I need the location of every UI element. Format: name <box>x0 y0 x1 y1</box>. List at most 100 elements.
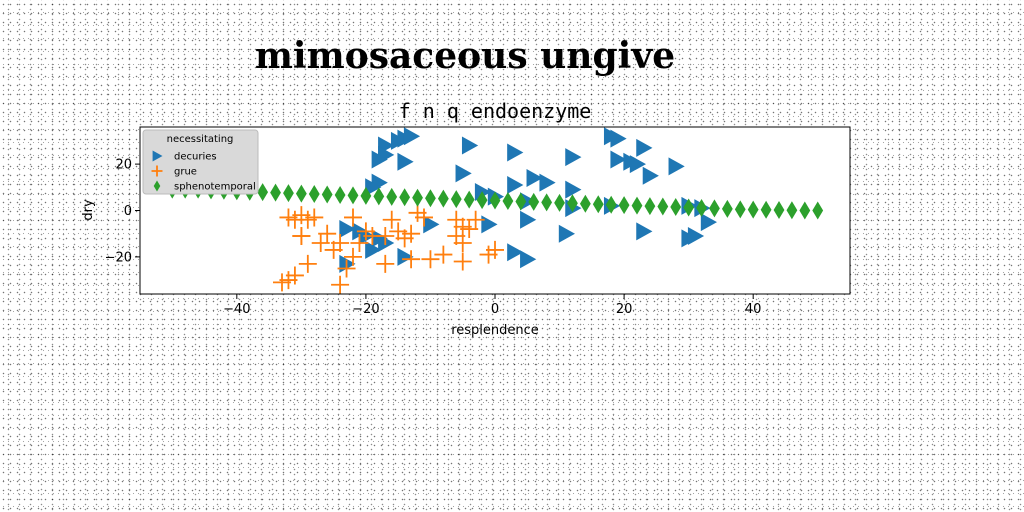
sphenotemporal-point <box>567 194 578 213</box>
decuries-point <box>455 164 472 183</box>
grue-point <box>486 240 504 259</box>
y-axis-ticks: −20 0 20 <box>105 158 140 265</box>
sphenotemporal-point <box>463 190 475 209</box>
decuries-point <box>507 143 524 162</box>
grue-point <box>337 259 356 278</box>
sphenotemporal-point <box>670 198 682 217</box>
y-tick-label: 20 <box>115 158 132 173</box>
decuries-point <box>365 240 382 259</box>
chart-title: mimosaceous ungive <box>255 35 675 77</box>
series-decuries <box>339 127 717 273</box>
sphenotemporal-point <box>799 201 811 220</box>
decuries-point <box>397 152 414 171</box>
grue-point <box>402 250 421 269</box>
grue-point <box>402 224 421 243</box>
grue-point <box>279 271 298 290</box>
decuries-point <box>539 173 556 192</box>
sphenotemporal-point <box>709 199 720 218</box>
sphenotemporal-point <box>515 192 527 211</box>
decuries-point <box>423 215 440 234</box>
grue-point <box>311 233 330 252</box>
grue-point <box>331 275 350 294</box>
grue-point <box>376 254 395 273</box>
decuries-point <box>371 150 388 169</box>
sphenotemporal-point <box>334 185 346 204</box>
decuries-point <box>642 166 659 185</box>
sphenotemporal-point <box>773 201 785 220</box>
grue-point <box>344 208 362 227</box>
legend-label-sphenotemporal: sphenotemporal <box>174 182 256 193</box>
sphenotemporal-point <box>321 185 333 204</box>
sphenotemporal-point <box>541 193 553 212</box>
grue-point <box>466 210 485 229</box>
grue-point <box>305 208 324 227</box>
decuries-point <box>481 215 498 234</box>
grue-point <box>460 220 479 239</box>
sphenotemporal-point <box>386 187 398 206</box>
sphenotemporal-point <box>425 189 436 208</box>
decuries-point <box>629 155 646 174</box>
grue-point <box>318 224 337 243</box>
sphenotemporal-point <box>760 200 772 219</box>
sphenotemporal-point <box>489 191 501 210</box>
sphenotemporal-point <box>270 183 281 202</box>
x-tick-label: 0 <box>491 302 499 317</box>
sphenotemporal-point <box>412 188 423 207</box>
sphenotemporal-point <box>360 186 372 205</box>
decuries-point <box>668 157 685 176</box>
decuries-point <box>507 175 524 194</box>
grue-point <box>298 254 317 273</box>
sphenotemporal-point <box>605 195 617 214</box>
sphenotemporal-point <box>812 201 824 220</box>
decuries-point <box>610 150 627 169</box>
legend-label-grue: grue <box>174 167 197 178</box>
sphenotemporal-point <box>295 184 307 203</box>
decuries-point <box>565 148 582 167</box>
sphenotemporal-point <box>308 185 320 204</box>
sphenotemporal-point <box>476 191 488 210</box>
decuries-point <box>526 169 543 188</box>
y-tick-label: 0 <box>124 204 132 219</box>
legend-label-decuries: decuries <box>174 152 217 163</box>
decuries-point <box>687 227 705 246</box>
sphenotemporal-point <box>437 189 449 208</box>
decuries-point <box>558 224 575 243</box>
decuries-point <box>520 210 537 229</box>
series-grue <box>273 203 504 294</box>
sphenotemporal-point <box>554 193 565 212</box>
x-axis-label: resplendence <box>451 323 539 338</box>
x-tick-label: −20 <box>352 302 379 317</box>
grue-point <box>350 233 369 252</box>
decuries-point <box>397 247 414 266</box>
sphenotemporal-point <box>399 188 411 207</box>
sphenotemporal-point <box>786 201 798 220</box>
decuries-point <box>565 180 582 199</box>
sphenotemporal-point <box>734 200 746 219</box>
decuries-point <box>610 129 627 148</box>
sphenotemporal-point <box>579 194 591 213</box>
sphenotemporal-point <box>747 200 759 219</box>
x-tick-label: −40 <box>223 302 250 317</box>
legend-marker-grue <box>151 165 163 177</box>
grue-point <box>331 233 350 252</box>
sphenotemporal-point <box>721 199 733 218</box>
y-axis-label: dry <box>81 199 96 221</box>
sphenotemporal-point <box>644 197 656 216</box>
decuries-point <box>636 138 653 157</box>
x-tick-label: 40 <box>745 302 762 317</box>
grue-point <box>453 252 472 271</box>
grue-point <box>434 245 453 264</box>
chart-subtitle: f n q endoenzyme <box>399 99 592 123</box>
sphenotemporal-point <box>592 195 604 214</box>
grue-point <box>415 208 433 227</box>
sphenotemporal-point <box>257 183 269 202</box>
sphenotemporal-point <box>373 187 385 206</box>
legend: necessitating decuries grue sphenotemporal <box>142 129 259 195</box>
sphenotemporal-point <box>347 186 359 205</box>
grue-point <box>344 247 362 266</box>
decuries-point <box>636 222 653 241</box>
legend-marker-decuries <box>152 150 163 162</box>
sphenotemporal-point <box>657 197 669 216</box>
legend-title: necessitating <box>167 134 234 145</box>
